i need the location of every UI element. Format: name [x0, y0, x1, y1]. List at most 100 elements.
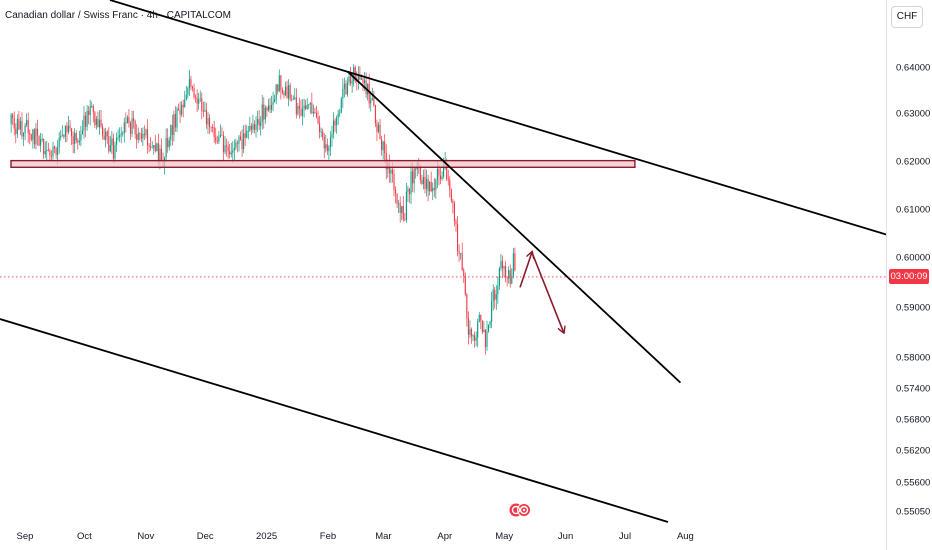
candle-body: [171, 125, 173, 136]
candle-body: [422, 176, 424, 185]
candle-body: [332, 120, 335, 134]
candle: [193, 83, 195, 100]
candle: [320, 127, 322, 138]
candle-body: [15, 128, 17, 134]
candle: [308, 104, 310, 110]
candle: [481, 320, 483, 335]
candle: [29, 129, 31, 145]
candle-body: [487, 324, 490, 332]
dividends-icon[interactable]: [509, 500, 531, 520]
candle-body: [181, 104, 183, 115]
candle-body: [243, 133, 245, 150]
candle: [477, 318, 479, 348]
candle: [142, 127, 144, 147]
candle-body: [407, 189, 409, 192]
candle: [415, 166, 417, 179]
candle-body: [472, 335, 474, 337]
candle-body: [334, 120, 336, 126]
candle-body: [322, 131, 324, 138]
candle: [241, 129, 243, 157]
candle: [404, 213, 406, 222]
candle-body: [179, 110, 181, 115]
candle-body: [456, 224, 459, 252]
candle-body: [323, 137, 325, 149]
candle-body: [443, 163, 445, 177]
candle-body: [10, 114, 12, 124]
candle: [430, 171, 432, 193]
candle: [111, 130, 113, 155]
candle: [35, 122, 37, 150]
candle: [61, 125, 63, 137]
y-tick-label: 0.59000: [896, 302, 931, 314]
candle-body: [196, 97, 198, 104]
candle: [198, 92, 200, 110]
candle-body: [187, 88, 189, 95]
candle: [136, 124, 138, 149]
candle: [156, 142, 158, 152]
candle-body: [263, 104, 265, 120]
candle: [233, 139, 235, 161]
candle: [221, 127, 223, 136]
candle-body: [53, 146, 56, 149]
candle: [173, 110, 175, 142]
candle-body: [309, 102, 311, 105]
candle-body: [374, 104, 376, 124]
candle: [455, 218, 457, 232]
candle: [478, 312, 480, 323]
candle: [453, 201, 455, 227]
candle-body: [475, 337, 477, 341]
candle-body: [345, 83, 347, 95]
candle-body: [453, 202, 455, 222]
candle-body: [27, 120, 29, 134]
candle: [143, 125, 145, 140]
candle-body: [236, 142, 238, 144]
candle: [458, 244, 460, 262]
candle: [78, 130, 80, 146]
candle-body: [357, 75, 359, 82]
candle-body: [350, 76, 352, 84]
candle: [160, 138, 163, 160]
candle-body: [252, 124, 254, 130]
candle-body: [469, 329, 471, 335]
candle-body: [421, 179, 423, 185]
candle: [154, 135, 156, 153]
candle: [176, 106, 178, 133]
candle-body: [210, 126, 212, 128]
candle-body: [207, 117, 209, 125]
candle: [461, 242, 463, 271]
candle-body: [208, 117, 211, 127]
candle-body: [267, 105, 269, 111]
y-tick-label: 0.60000: [896, 252, 931, 264]
candle-body: [382, 141, 384, 151]
candle-body: [497, 286, 499, 295]
candle-body: [238, 136, 240, 144]
candle: [53, 145, 56, 154]
candle-body: [501, 260, 504, 269]
candle-body: [55, 148, 57, 156]
x-tick-label: Nov: [137, 531, 155, 542]
candle: [393, 168, 395, 197]
candle-body: [436, 168, 438, 180]
candle: [218, 130, 220, 144]
candle-body: [98, 119, 101, 128]
candle: [126, 115, 128, 124]
candle-body: [470, 329, 473, 337]
candle-body: [419, 165, 421, 180]
currency-button[interactable]: CHF: [891, 6, 923, 28]
candle: [306, 97, 308, 110]
candle: [284, 81, 287, 97]
candle-body: [295, 97, 297, 115]
candle-body: [95, 118, 97, 126]
candle-body: [325, 144, 327, 149]
candle-body: [77, 140, 79, 143]
candle: [401, 206, 403, 221]
candle: [329, 131, 331, 156]
candle-body: [22, 133, 25, 137]
price-chart[interactable]: [0, 0, 886, 550]
candle-body: [241, 139, 243, 150]
candle-body: [168, 140, 170, 148]
candle: [422, 169, 424, 190]
candle-body: [281, 89, 283, 93]
candle-body: [514, 253, 516, 271]
candle: [270, 95, 273, 113]
